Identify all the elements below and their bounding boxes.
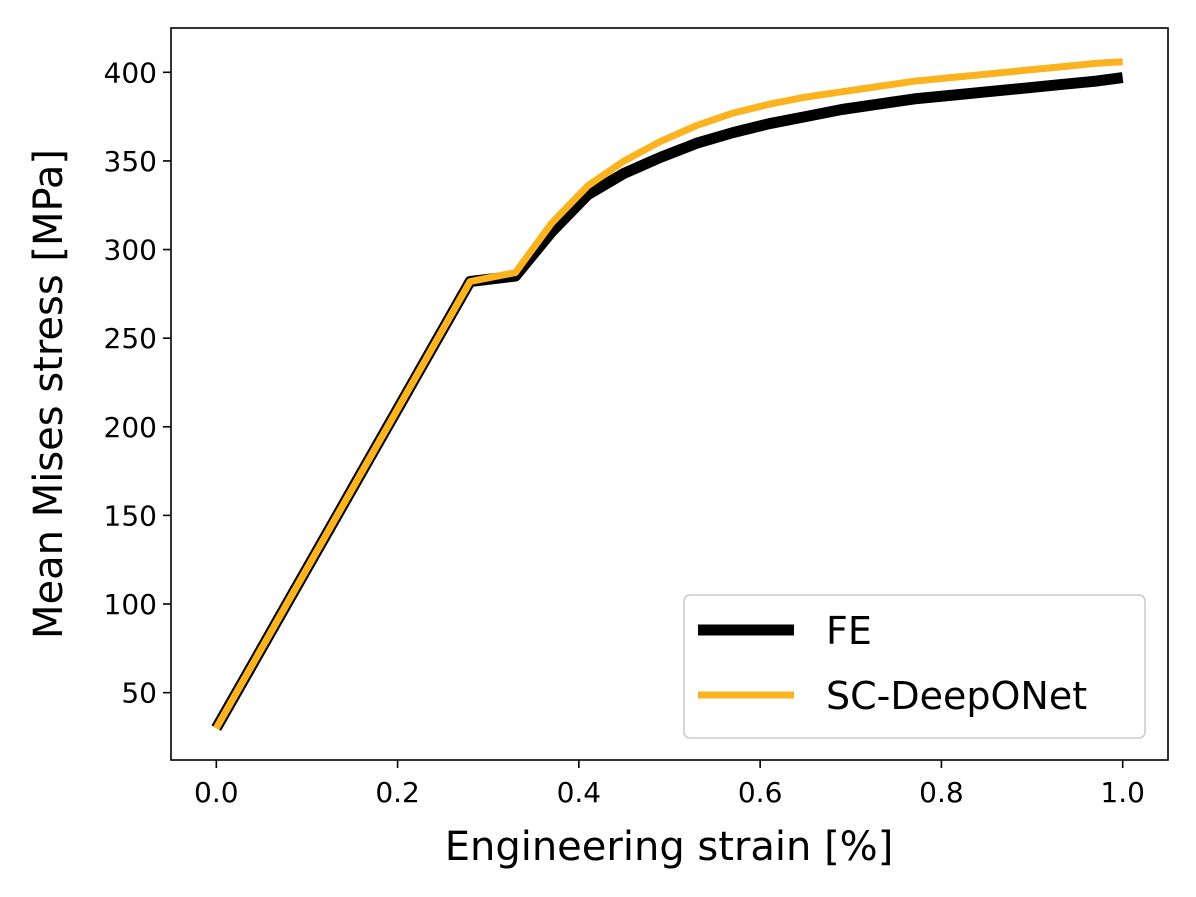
- y-tick-label: 400: [104, 56, 157, 89]
- x-tick-label: 0.2: [375, 776, 420, 809]
- series-layer: [211, 58, 1124, 731]
- legend-box: [683, 594, 1146, 739]
- y-tick-label: 300: [104, 234, 157, 267]
- y-axis-ticks: 50 100 150 200 250 300 350 400: [104, 56, 171, 710]
- y-tick-label: 200: [104, 411, 157, 444]
- x-tick-label: 0.6: [738, 776, 783, 809]
- y-axis-title: Mean Mises stress [MPa]: [26, 149, 72, 639]
- x-tick-label: 1.0: [1100, 776, 1145, 809]
- x-tick-label: 0.8: [919, 776, 964, 809]
- x-axis-title: Engineering strain [%]: [445, 824, 894, 870]
- legend-label-sc-deeponet: SC-DeepONet: [826, 674, 1087, 718]
- series-line-sc-deeponet: [213, 58, 1123, 730]
- y-tick-label: 50: [121, 677, 157, 710]
- y-tick-label: 250: [104, 322, 157, 355]
- x-tick-label: 0.4: [557, 776, 602, 809]
- y-tick-label: 100: [104, 588, 157, 621]
- y-tick-label: 150: [104, 499, 157, 532]
- x-tick-label: 0.0: [194, 776, 239, 809]
- plot-area-frame: [170, 27, 1169, 761]
- x-axis-ticks: 0.0 0.2 0.4 0.6 0.8 1.0: [194, 760, 1145, 809]
- y-tick-label: 350: [104, 145, 157, 178]
- legend: FE SC-DeepONet: [683, 594, 1146, 739]
- legend-label-fe: FE: [826, 609, 872, 653]
